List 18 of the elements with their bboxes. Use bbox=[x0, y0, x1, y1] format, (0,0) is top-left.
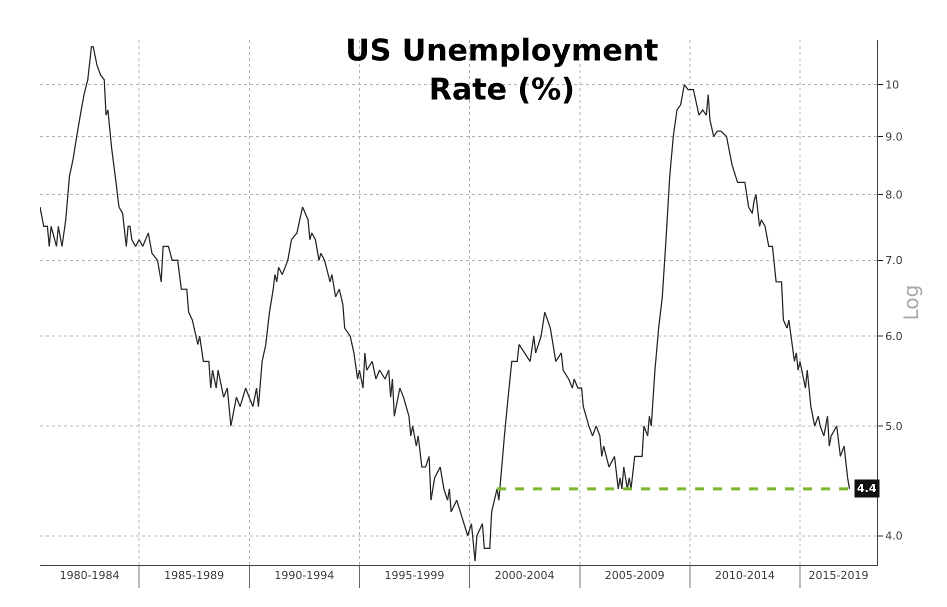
y-tick-label: 7.0 bbox=[885, 254, 903, 268]
text: US Unemployment Rate (%) bbox=[345, 34, 658, 108]
x-tick-label: 2005-2009 bbox=[604, 569, 665, 582]
x-tick-label: 2015-2019 bbox=[808, 569, 869, 582]
y-tick-label: 8.0 bbox=[885, 188, 903, 202]
y-tick-label: 6.0 bbox=[885, 330, 903, 344]
y-tick-label: 10 bbox=[885, 78, 900, 92]
y-axis-title: Log bbox=[899, 284, 924, 320]
x-tick-label: 1990-1994 bbox=[274, 569, 334, 582]
x-tick-label: 1985-1989 bbox=[164, 569, 224, 582]
y-tick-label: 4.0 bbox=[885, 530, 903, 543]
x-tick-label: 2010-2014 bbox=[714, 569, 775, 582]
x-tick-label: 1980-1984 bbox=[60, 569, 120, 582]
annotation: 4.4 bbox=[857, 482, 877, 495]
y-tick-label: 5.0 bbox=[885, 420, 903, 433]
x-tick-label: 2000-2004 bbox=[494, 569, 555, 582]
y-tick-label: 9.0 bbox=[885, 130, 903, 144]
x-tick-label: 1995-1999 bbox=[384, 569, 444, 582]
